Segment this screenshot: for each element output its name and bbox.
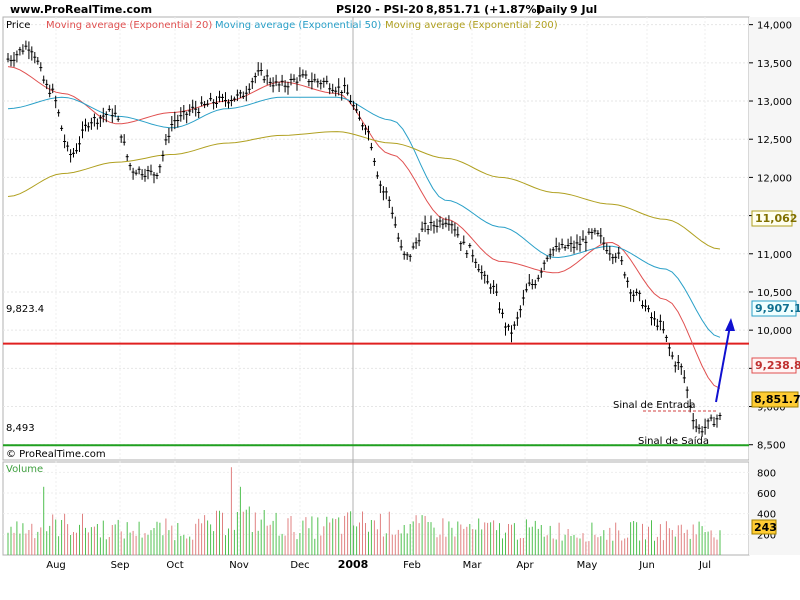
x-tick-label: Jun [638,560,655,571]
svg-text:9,907.1: 9,907.1 [755,302,800,315]
price-tick-label: 8,500 [757,441,786,452]
grid-layer [3,17,749,555]
volume-tick-label: 400 [757,510,776,521]
x-tick-label: Jul [698,560,711,571]
copyright: © ProRealTime.com [6,449,106,460]
volume-bars [7,467,721,555]
ema50-line [7,96,721,338]
volume-label: Volume [6,464,43,475]
x-tick-label: Feb [403,560,421,571]
price-bars [6,40,722,437]
x-tick-label: May [577,560,598,571]
entry-arrow [715,325,731,403]
instrument-name: PSI20 - PSI-20 [336,3,424,16]
legend-price: Price [6,20,30,31]
price-tick-label: 12,000 [757,173,792,184]
date-label: 9 Jul [570,3,597,16]
ema200-value-box: 11,062 [751,210,797,227]
price-tick-label: 14,000 [757,21,792,32]
x-tick-label: 2008 [338,558,369,571]
axis-strip [749,17,800,555]
resistance-label: 9,823.4 [6,304,44,315]
svg-text:8,851.71: 8,851.71 [754,393,800,406]
last-price-header: 8,851.71 (+1.87%) [426,3,542,16]
x-tick-label: Apr [516,560,534,571]
x-tick-label: Mar [463,560,483,571]
legend-ema200: Moving average (Exponential 200) [385,20,558,31]
tick-layer: 14,00013,50013,00012,50012,00011,50011,0… [46,21,792,571]
price-tick-label: 11,000 [757,250,792,261]
price-tick-label: 9,000 [757,403,786,414]
volume-tick-label: 600 [757,489,776,500]
x-tick-label: Sep [111,560,130,571]
entry-arrow-head [725,318,735,331]
ema200-line [7,131,721,250]
legend-ema20: Moving average (Exponential 20) [46,20,212,31]
exit-signal-label: Sinal de Saída [638,435,709,447]
price-tick-label: 12,500 [757,135,792,146]
volume-value-box: 243 [751,519,777,535]
price-panel [2,16,750,461]
price-tick-label: 10,000 [757,326,792,337]
ema20-line [7,66,721,389]
legend-ema50: Moving average (Exponential 50) [215,20,381,31]
period-label: Daily [536,3,567,16]
price-tick-label: 10,500 [757,288,792,299]
site-title[interactable]: www.ProRealTime.com [10,3,152,16]
price-tick-label: 13,500 [757,59,792,70]
x-tick-label: Dec [290,560,309,571]
svg-text:11,062: 11,062 [755,212,797,225]
level-layer [3,342,749,447]
x-tick-label: Oct [166,560,183,571]
ema-layer [7,66,721,389]
price-tick-label: 13,000 [757,97,792,108]
entry-signal-label: Sinal de Entrada [613,400,696,411]
ema50-value-box: 9,907.1 [751,300,800,317]
price-value-box: 8,851.71 [751,391,800,408]
ema20-value-box: 9,238.8 [751,357,800,374]
svg-text:9,238.8: 9,238.8 [755,359,800,372]
x-tick-label: Nov [229,560,249,571]
svg-text:243: 243 [754,521,777,534]
volume-tick-label: 800 [757,468,776,479]
x-tick-label: Aug [46,560,66,571]
volume-tick-label: 200 [757,530,776,541]
support-label: 8,493 [6,423,35,434]
